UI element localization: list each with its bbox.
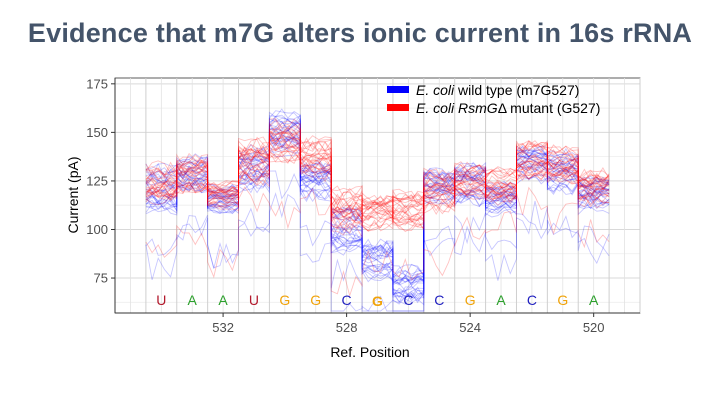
trace-wild-type bbox=[145, 127, 610, 287]
trace-mutant bbox=[145, 141, 610, 221]
trace-mutant bbox=[145, 136, 610, 222]
base-label-526: C bbox=[403, 292, 413, 308]
trace-wild-type bbox=[145, 120, 610, 282]
base-label-527: G bbox=[372, 293, 383, 309]
base-label-521: G bbox=[557, 292, 568, 308]
trace-mutant bbox=[145, 141, 610, 229]
tick-labels: 75 100 125 150 175 532 528 524 520 bbox=[86, 76, 604, 335]
trace-mutant bbox=[145, 140, 610, 232]
base-label-531: U bbox=[249, 292, 259, 308]
legend: E. coli wild type (m7G527) E. coli RsmGΔ… bbox=[387, 82, 600, 116]
trace-wild-type bbox=[145, 114, 610, 284]
trace-wild-type bbox=[145, 128, 610, 279]
base-label-533: A bbox=[188, 292, 198, 308]
base-label-523: A bbox=[496, 292, 506, 308]
y-tick-label: 150 bbox=[86, 125, 108, 140]
trace-wild-type bbox=[145, 114, 610, 277]
base-label-528: C bbox=[342, 292, 352, 308]
base-label-529: G bbox=[310, 292, 321, 308]
base-label-525: C bbox=[434, 292, 444, 308]
signal-traces bbox=[145, 108, 610, 312]
y-tick-label: 175 bbox=[86, 76, 108, 91]
trace-mutant bbox=[145, 143, 610, 223]
trace-mutant bbox=[145, 129, 610, 232]
trace-mutant bbox=[145, 138, 610, 222]
base-label-532: A bbox=[218, 292, 228, 308]
trace-mutant bbox=[145, 119, 610, 231]
trace-mutant bbox=[145, 141, 610, 219]
base-label-522: C bbox=[527, 292, 537, 308]
trace-wild-type bbox=[145, 138, 610, 299]
trace-mutant bbox=[145, 127, 610, 219]
trace-wild-type bbox=[145, 117, 610, 278]
axes bbox=[114, 78, 640, 314]
trace-mutant bbox=[145, 143, 610, 232]
base-label-524: G bbox=[465, 292, 476, 308]
base-label-520: A bbox=[589, 292, 599, 308]
trace-wild-type bbox=[145, 128, 610, 306]
trace-mutant bbox=[145, 145, 610, 222]
trace-mutant bbox=[145, 128, 610, 210]
trace-wild-type bbox=[145, 134, 610, 305]
trace-mutant bbox=[145, 136, 610, 216]
base-label-534: U bbox=[156, 292, 166, 308]
trace-wild-type bbox=[145, 118, 610, 286]
trace-mutant bbox=[145, 151, 610, 233]
grid bbox=[114, 78, 641, 313]
trace-wild-type bbox=[145, 122, 610, 278]
legend-label-mutant: E. coli RsmGΔ mutant (G527) bbox=[416, 100, 600, 116]
x-tick-label: 520 bbox=[583, 320, 605, 335]
trace-wild-type bbox=[145, 134, 610, 286]
x-tick-label: 532 bbox=[212, 320, 234, 335]
trace-wild-type bbox=[145, 134, 610, 299]
y-tick-label: 100 bbox=[86, 222, 108, 237]
trace-wild-type bbox=[145, 192, 610, 312]
x-tick-label: 528 bbox=[336, 320, 358, 335]
trace-mutant bbox=[145, 131, 610, 223]
trace-mutant bbox=[145, 147, 610, 235]
trace-wild-type bbox=[145, 108, 610, 297]
trace-mutant bbox=[145, 138, 610, 229]
x-tick-label: 524 bbox=[459, 320, 481, 335]
trace-wild-type bbox=[145, 110, 610, 300]
trace-wild-type bbox=[145, 115, 610, 305]
base-label-530: G bbox=[279, 292, 290, 308]
trace-mutant bbox=[145, 131, 610, 230]
legend-key-wild-type bbox=[387, 86, 409, 93]
trace-wild-type bbox=[145, 138, 610, 295]
trace-wild-type bbox=[145, 136, 610, 294]
trace-mutant bbox=[145, 186, 610, 298]
trace-wild-type bbox=[145, 130, 610, 300]
trace-wild-type bbox=[145, 144, 610, 286]
trace-mutant bbox=[145, 118, 610, 239]
trace-mutant bbox=[145, 127, 610, 220]
slide-title: Evidence that m7G alters ionic current i… bbox=[27, 18, 693, 48]
y-axis-title: Current (pA) bbox=[65, 156, 81, 233]
trace-wild-type bbox=[145, 136, 610, 284]
legend-label-wild-type: E. coli wild type (m7G527) bbox=[416, 82, 579, 98]
trace-wild-type bbox=[145, 113, 610, 292]
trace-wild-type bbox=[145, 121, 610, 304]
trace-mutant bbox=[145, 133, 610, 221]
trace-mutant bbox=[145, 120, 610, 229]
trace-mutant bbox=[145, 127, 610, 226]
trace-wild-type bbox=[145, 143, 610, 277]
trace-wild-type bbox=[145, 170, 610, 312]
trace-wild-type bbox=[145, 121, 610, 283]
trace-mutant bbox=[145, 125, 610, 225]
trace-wild-type bbox=[145, 117, 610, 304]
trace-wild-type bbox=[145, 141, 610, 297]
trace-mutant bbox=[145, 122, 610, 224]
y-tick-label: 75 bbox=[94, 271, 108, 286]
trace-mutant bbox=[145, 134, 610, 217]
trace-mutant bbox=[145, 133, 610, 228]
y-tick-label: 125 bbox=[86, 173, 108, 188]
x-axis-title: Ref. Position bbox=[330, 344, 409, 360]
legend-key-mutant bbox=[387, 104, 409, 111]
trace-wild-type bbox=[145, 135, 610, 286]
trace-mutant bbox=[145, 140, 610, 221]
